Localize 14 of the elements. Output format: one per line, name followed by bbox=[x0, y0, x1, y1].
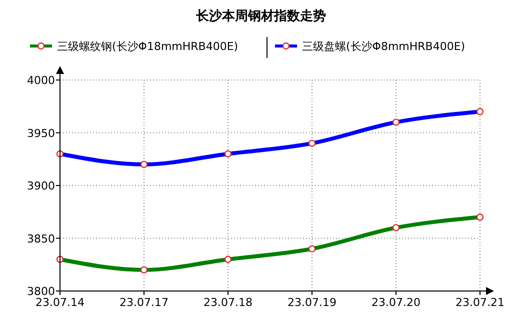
x-tick-label: 23.07.20 bbox=[372, 296, 420, 309]
legend-label: 三级螺纹钢(长沙Φ18mmHRB400E) bbox=[57, 40, 238, 53]
y-tick-label: 3850 bbox=[27, 232, 55, 246]
y-tick-label: 3800 bbox=[27, 285, 55, 298]
x-tick-label: 23.07.18 bbox=[204, 296, 252, 309]
legend-label: 三级盘螺(长沙Φ8mmHRB400E) bbox=[302, 40, 466, 53]
chart-title: 长沙本周钢材指数走势 bbox=[195, 8, 326, 24]
y-tick-label: 3900 bbox=[27, 180, 55, 192]
x-tick-label: 23.07.19 bbox=[288, 296, 336, 309]
x-tick-label: 23.07.14 bbox=[36, 296, 84, 309]
x-tick-label: 23.07.17 bbox=[120, 296, 168, 309]
x-tick-label: 23.07.21 bbox=[456, 296, 504, 309]
y-tick-label: 4000 bbox=[27, 74, 55, 87]
y-tick-label: 3950 bbox=[27, 126, 55, 140]
